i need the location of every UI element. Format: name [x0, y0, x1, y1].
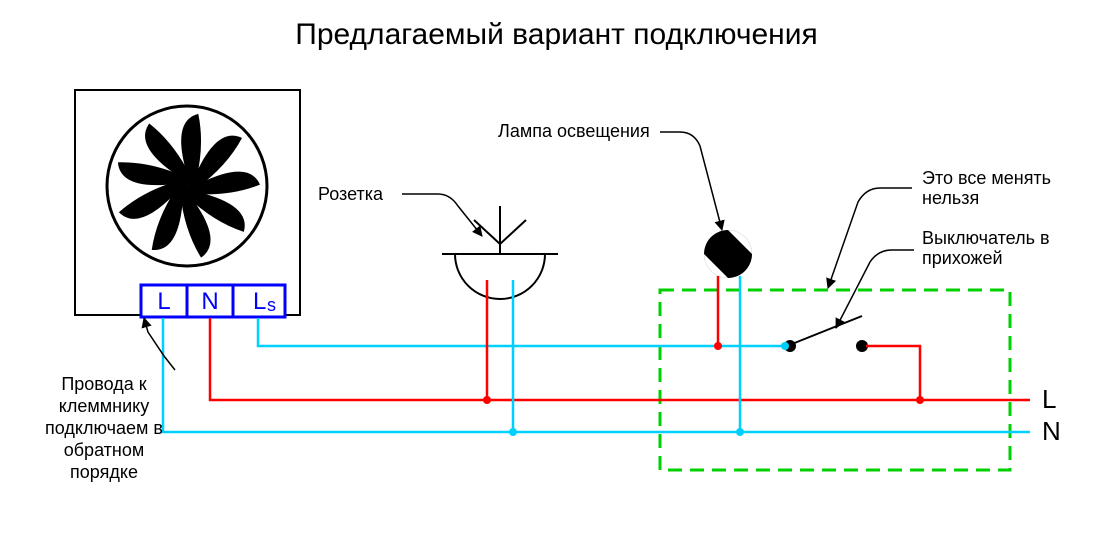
label-switch-l2: прихожей — [922, 248, 1003, 268]
label-socket: Розетка — [318, 184, 384, 204]
wiring-diagram: L N L s — [0, 0, 1113, 542]
terminal-Ls: L — [253, 288, 266, 315]
label-terminal-l4: обратном — [64, 440, 145, 460]
label-dontchange-l1: Это все менять — [922, 168, 1051, 188]
leader-lamp — [660, 132, 722, 230]
leader-dontchange — [828, 188, 912, 288]
junction — [781, 342, 789, 350]
leader-terminal — [144, 318, 175, 370]
label-terminal-l2: клеммнику — [59, 396, 149, 416]
label-terminal-l3: подключаем в — [45, 418, 163, 438]
junction — [916, 396, 924, 404]
socket-symbol — [442, 206, 558, 299]
wire-L-to-N-bus — [163, 318, 1030, 432]
bus-L-label: L — [1042, 384, 1056, 414]
terminal-N: N — [201, 288, 218, 315]
wire-N-to-L-bus — [210, 318, 1030, 400]
wire-switch-to-L — [866, 346, 920, 400]
bus-N-label: N — [1042, 416, 1061, 446]
junction — [714, 342, 722, 350]
lamp-symbol — [704, 230, 752, 278]
label-dontchange-l2: нельзя — [922, 188, 979, 208]
dont-change-zone — [660, 290, 1010, 470]
junction — [483, 396, 491, 404]
label-terminal-l5: порядке — [70, 462, 138, 482]
wire-Ls-to-switch — [258, 318, 785, 346]
svg-text:s: s — [267, 295, 276, 315]
terminal-L: L — [157, 288, 170, 315]
switch-symbol — [784, 316, 868, 352]
label-terminal-l1: Провода к — [61, 374, 146, 394]
leader-socket — [402, 194, 482, 236]
junction — [736, 428, 744, 436]
junction — [509, 428, 517, 436]
terminal-block: L N L s — [141, 285, 285, 317]
fan-blades — [116, 112, 262, 259]
label-lamp: Лампа освещения — [498, 121, 650, 141]
label-switch-l1: Выключатель в — [922, 228, 1050, 248]
